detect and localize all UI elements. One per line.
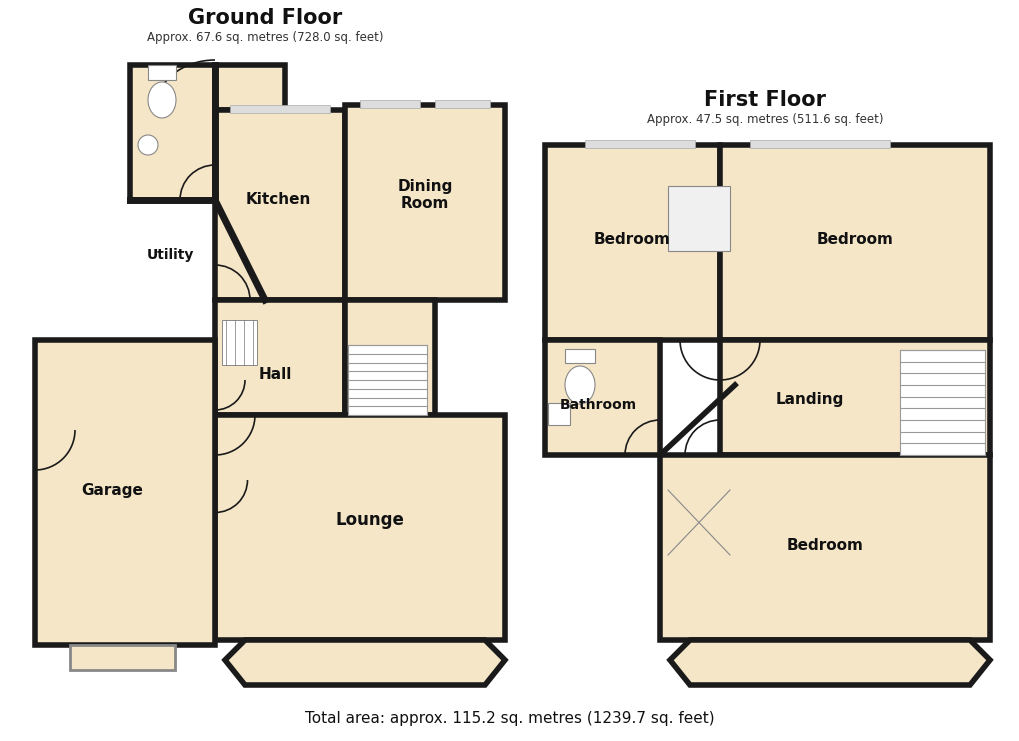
Bar bbox=[215, 110, 344, 300]
Bar bbox=[215, 300, 344, 415]
Ellipse shape bbox=[148, 82, 176, 118]
Bar bbox=[215, 65, 284, 110]
Bar bbox=[544, 340, 659, 455]
Bar bbox=[215, 415, 504, 640]
Text: Landing: Landing bbox=[775, 393, 844, 408]
Polygon shape bbox=[225, 640, 504, 685]
Bar bbox=[222, 320, 257, 365]
Bar bbox=[360, 100, 420, 108]
Bar bbox=[659, 455, 989, 640]
Bar bbox=[544, 145, 719, 340]
Polygon shape bbox=[667, 186, 730, 251]
Text: Total area: approx. 115.2 sq. metres (1239.7 sq. feet): Total area: approx. 115.2 sq. metres (12… bbox=[305, 711, 714, 725]
Bar bbox=[585, 140, 694, 148]
Bar bbox=[129, 65, 215, 200]
Bar bbox=[344, 300, 434, 415]
Text: Ground Floor: Ground Floor bbox=[187, 8, 341, 28]
Text: Utility: Utility bbox=[146, 248, 194, 262]
Text: Bedroom: Bedroom bbox=[786, 537, 863, 553]
Text: Garage: Garage bbox=[81, 482, 143, 497]
Text: Bathroom: Bathroom bbox=[558, 398, 636, 412]
Bar bbox=[148, 65, 176, 80]
Polygon shape bbox=[669, 640, 989, 685]
Bar bbox=[344, 105, 504, 300]
Text: Bedroom: Bedroom bbox=[816, 233, 893, 247]
Bar bbox=[749, 140, 890, 148]
Bar bbox=[719, 145, 989, 340]
Bar bbox=[547, 403, 570, 425]
Bar bbox=[35, 340, 215, 645]
Text: Bedroom: Bedroom bbox=[593, 233, 669, 247]
Bar bbox=[719, 340, 989, 455]
Circle shape bbox=[138, 135, 158, 155]
Bar bbox=[229, 105, 330, 113]
Text: First Floor: First Floor bbox=[703, 90, 825, 110]
Text: Approx. 47.5 sq. metres (511.6 sq. feet): Approx. 47.5 sq. metres (511.6 sq. feet) bbox=[646, 113, 882, 127]
Bar bbox=[899, 350, 984, 455]
Text: Approx. 67.6 sq. metres (728.0 sq. feet): Approx. 67.6 sq. metres (728.0 sq. feet) bbox=[147, 32, 383, 44]
Text: Hall: Hall bbox=[258, 368, 291, 382]
Text: Dining
Room: Dining Room bbox=[397, 179, 452, 211]
Text: Kitchen: Kitchen bbox=[246, 193, 311, 207]
Bar bbox=[347, 345, 427, 415]
Bar bbox=[565, 349, 594, 363]
Text: Lounge: Lounge bbox=[335, 511, 405, 529]
Ellipse shape bbox=[565, 366, 594, 404]
Bar bbox=[70, 645, 175, 670]
Bar bbox=[434, 100, 489, 108]
